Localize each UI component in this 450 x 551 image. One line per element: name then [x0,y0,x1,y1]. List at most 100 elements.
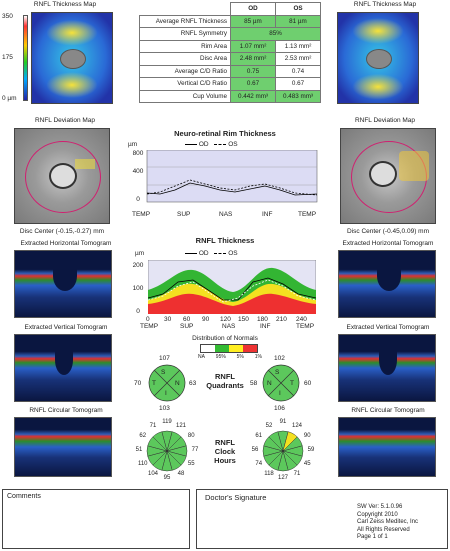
scale-label-mid: 175 [2,54,13,61]
rnfl-xcat: TEMP [296,323,315,330]
quadrant-value-od-t: 70 [134,380,142,387]
quadrant-value-os-t: 60 [304,380,312,387]
table-row: Cup Volume 0.442 mm³ 0.483 mm³ [139,89,321,103]
rim-xtick: TEMP [132,211,151,218]
summary-table: OD OS Average RNFL Thickness 85 µm 81 µm RN… [139,2,321,103]
optic-disc-icon [60,49,86,69]
deviation-map-os [340,128,436,224]
deviation-title-od: RNFL Deviation Map [34,117,96,124]
vert-tomo-title-od: Extracted Vertical Tomogram [24,324,108,331]
quadrants-title: RNFL Quadrants [206,372,244,390]
rnfl-xtick: 30 [164,316,172,323]
quadrant-value-os-n: 58 [250,380,258,387]
rim-legend: OD OS [185,141,238,148]
clock-chart-os [262,430,304,472]
rnfl-xtick: 150 [238,316,249,323]
clock-hour-value: 51 [135,447,143,453]
rnfl-legend: OD OS [185,250,238,257]
clock-sector [268,431,284,452]
table-row: Rim Area 1.07 mm² 1.13 mm² [139,39,321,53]
rim-unit: µm [128,141,138,148]
table-row: RNFL Symmetry 85% [139,27,321,41]
legend-od: OD [198,250,209,257]
circular-tomogram-os [338,417,436,477]
signature-box[interactable]: Doctor's Signature SW Ver: 5.1.0.96 Copy… [196,489,448,549]
clock-sector [152,431,168,452]
clock-hour-value: 124 [291,422,302,429]
rim-ytick: 0 [136,196,140,203]
quadrant-chart-od [148,364,186,402]
horizontal-tomogram-os [338,250,436,318]
clock-hour-value: 77 [191,447,199,453]
clock-hour-value: 121 [175,422,186,429]
quadrant-value-od-s: 107 [159,355,170,362]
clock-hour-value: 119 [162,419,172,425]
quadrant-letter: I [165,390,167,397]
clock-chart-od [146,430,188,472]
table-row: Average RNFL Thickness 85 µm 81 µm [139,14,321,28]
quadrant-value-os-s: 102 [274,355,285,362]
optic-disc-icon [49,163,77,189]
rim-os-line [146,179,318,196]
rim-chart [146,150,318,203]
clock-hour-value: 61 [255,433,263,439]
rnfl-ytick: 100 [132,285,144,292]
rim-xtick: INF [262,211,273,218]
quadrant-letter: T [152,380,156,387]
clock-hour-value: 74 [255,461,263,467]
rnfl-unit: µm [135,250,145,257]
rnfl-map-title-od: RNFL Thickness Map [33,1,97,8]
rim-xtick: NAS [219,211,233,218]
table-row: Average C/D Ratio 0.75 0.74 [139,64,321,78]
rim-od-line [146,182,318,196]
legend-os: OS [228,141,238,148]
disc-center-os: Disc Center (-0.45,0.09) mm [347,228,429,235]
deviation-highlight [75,159,95,169]
rnfl-ytick: 200 [132,262,144,269]
table-row: Vertical C/D Ratio 0.67 0.67 [139,77,321,91]
vertical-tomogram-os [338,334,436,402]
vertical-tomogram-od [14,334,112,402]
horiz-tomo-title-os: Extracted Horizontal Tomogram [342,240,434,247]
rnfl-xcat: NAS [222,323,236,330]
clock-hour-value: 55 [187,461,195,467]
quadrant-letter: N [267,380,272,387]
clock-hour-value: 52 [265,422,273,429]
rnfl-xtick: 240 [296,316,307,323]
clock-hour-value: 95 [163,475,171,481]
rnfl-xtick: 120 [220,316,231,323]
table-row: Disc Area 2.48 mm² 2.53 mm² [139,52,321,66]
rnfl-xtick: 90 [202,316,210,323]
rnfl-os-line [148,279,316,303]
optic-disc-icon [369,161,397,187]
clock-hour-value: 71 [149,422,157,429]
signature-label: Doctor's Signature [205,493,267,502]
rnfl-xtick: 210 [276,316,287,323]
clock-hour-value: 127 [277,475,288,481]
optic-disc-icon [366,49,392,69]
color-scale-bar [23,15,28,101]
comments-box[interactable]: Comments [2,489,190,549]
scale-label-min: 0 µm [2,95,17,102]
rnfl-xtick: 180 [257,316,268,323]
quadrant-letter: S [161,369,166,376]
col-os: OS [275,2,321,16]
rim-xtick: TEMP [298,211,317,218]
clock-hour-value: 104 [147,471,158,478]
legend-od: OD [198,141,209,148]
deviation-map-od [14,128,110,224]
clock-hour-value: 45 [303,461,311,467]
rnfl-xcat: SUP [180,323,194,330]
quadrant-letter: N [175,380,180,387]
rim-ytick: 800 [132,150,144,157]
normals-title: Distribution of Normals [192,335,258,342]
horizontal-tomogram-od [14,250,112,318]
normals-legend [200,344,258,353]
rnfl-chart-title: RNFL Thickness [195,236,255,245]
col-od: OD [230,2,276,16]
rnfl-xcat: TEMP [140,323,159,330]
circ-tomo-title-od: RNFL Circular Tomogram [29,407,103,414]
quadrant-chart-os [262,364,300,402]
clock-hour-value: 90 [303,433,311,439]
rim-ytick: 400 [132,168,144,175]
